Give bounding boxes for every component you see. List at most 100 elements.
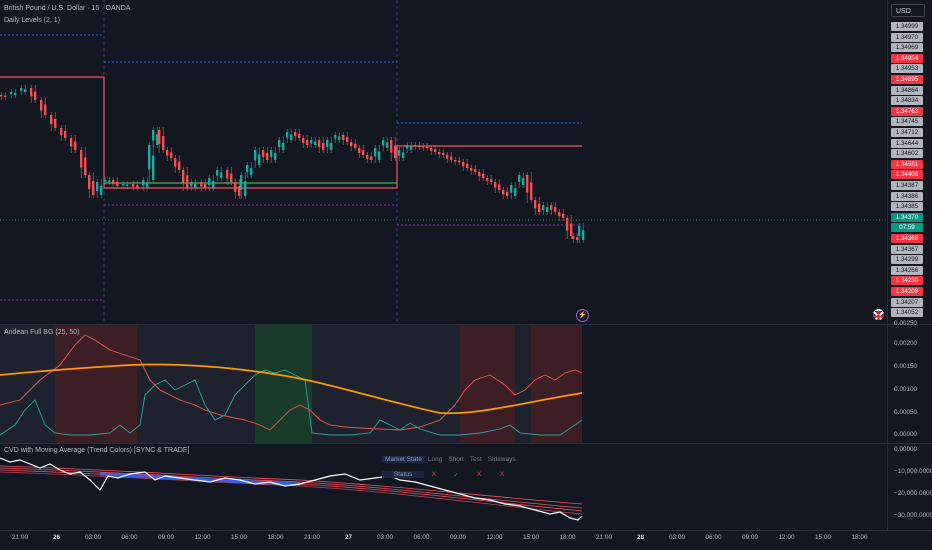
- candle-body: [462, 162, 465, 167]
- candle-body: [212, 181, 215, 188]
- candle-body: [40, 100, 43, 111]
- candle-body: [394, 145, 397, 158]
- lightning-icon[interactable]: ⚡: [576, 309, 589, 322]
- candle-body: [88, 175, 91, 189]
- price-chart-svg[interactable]: [0, 0, 887, 530]
- price-label: 1.34266: [891, 265, 923, 275]
- candle-body: [530, 182, 533, 200]
- time-label: 06:00: [705, 534, 722, 541]
- candle-body: [474, 169, 477, 172]
- cvd-svg: [0, 457, 583, 521]
- candle-body: [170, 152, 173, 158]
- time-label: 12:00: [486, 534, 503, 541]
- time-label: 09:00: [450, 534, 466, 541]
- andean-legend[interactable]: Andean Full BG (25, 50): [4, 329, 80, 336]
- candle-body: [402, 152, 405, 158]
- candle-body: [398, 150, 401, 156]
- price-label: 1.34207: [891, 297, 923, 307]
- price-label: 1.34368: [891, 234, 923, 243]
- price-axis[interactable]: [887, 0, 932, 530]
- time-label: 21:00: [596, 534, 612, 541]
- candle-body: [262, 150, 265, 157]
- candle-body: [64, 131, 67, 138]
- pane-divider[interactable]: [0, 324, 932, 325]
- daily-levels-legend[interactable]: Daily Levels (2, 1): [4, 17, 61, 24]
- candle-body: [190, 182, 193, 187]
- candle-body: [298, 133, 301, 138]
- cvd-legend[interactable]: CVD with Moving Average (Trend Colors) […: [4, 447, 190, 454]
- candle-body: [220, 172, 223, 178]
- candle-body: [234, 182, 237, 192]
- cvd-pane[interactable]: [0, 444, 887, 523]
- candle-body: [572, 236, 575, 239]
- status-sideways: X: [499, 471, 505, 478]
- candle-body: [430, 148, 433, 151]
- candle-body: [80, 150, 83, 168]
- candle-body: [322, 143, 325, 150]
- candle-body: [318, 140, 321, 147]
- time-label: 12:00: [778, 534, 795, 541]
- price-label: 07:59: [891, 223, 923, 233]
- currency-button[interactable]: USD: [891, 4, 925, 17]
- candle-body: [146, 182, 149, 188]
- candle-body: [70, 138, 73, 147]
- pane-divider[interactable]: [0, 443, 932, 444]
- candle-body: [100, 185, 103, 195]
- candle-body: [166, 150, 169, 156]
- candle-body: [14, 92, 17, 95]
- candle-body: [178, 161, 181, 170]
- andean-axis-4: 0.00050: [894, 409, 918, 416]
- time-label: 03:00: [669, 534, 685, 541]
- price-label: 1.34644: [891, 138, 923, 148]
- candle-body: [306, 140, 309, 145]
- candle-body: [54, 118, 57, 128]
- price-chart-pane[interactable]: [0, 0, 887, 530]
- uk-flag-icon[interactable]: [873, 309, 884, 320]
- candle-body: [334, 135, 337, 139]
- candle-body: [290, 134, 293, 140]
- candle-body: [132, 184, 135, 187]
- candle-body: [10, 92, 13, 95]
- header-short: Short: [448, 456, 464, 463]
- candle-body: [278, 140, 281, 147]
- candle-body: [362, 150, 365, 155]
- candle-body: [108, 180, 111, 183]
- candle-body: [470, 168, 473, 171]
- candle-body: [576, 237, 579, 240]
- price-label: 1.34763: [891, 106, 923, 116]
- andean-axis-1: 0.00200: [894, 340, 918, 347]
- price-label: 1.34581: [891, 159, 923, 169]
- candle-body: [254, 150, 257, 161]
- cvd-axis-3: −30,000.00000: [894, 512, 932, 519]
- cvd-axis-1: −10,000.00000: [894, 468, 932, 475]
- candle-body: [20, 88, 23, 91]
- candle-body: [104, 180, 107, 182]
- candle-body: [450, 156, 453, 160]
- candle-body: [478, 172, 481, 177]
- candle-body: [314, 141, 317, 145]
- candle-body: [446, 155, 449, 159]
- candle-body: [534, 200, 537, 209]
- time-label: 09:00: [158, 534, 174, 541]
- candle-body: [330, 143, 333, 150]
- candle-body: [122, 184, 125, 186]
- candle-body: [96, 182, 99, 192]
- andean-oscillator-pane[interactable]: [0, 325, 887, 443]
- candle-body: [422, 146, 425, 148]
- time-label: 03:00: [85, 534, 101, 541]
- candle-body: [538, 203, 541, 212]
- market-status-table: Market State Long Short Test Sideways St…: [382, 452, 519, 482]
- status-test: X: [476, 471, 482, 478]
- candle-body: [208, 178, 211, 185]
- candle-body: [570, 223, 573, 236]
- candle-body: [482, 173, 485, 178]
- candle-body: [310, 140, 313, 144]
- candle-body: [518, 175, 521, 182]
- candle-body: [562, 213, 565, 218]
- candle-body: [4, 95, 7, 98]
- candle-body: [486, 178, 489, 181]
- status-label: Status: [382, 471, 424, 478]
- price-label: 1.34999: [891, 22, 923, 31]
- price-label: 1.34370: [891, 212, 923, 222]
- time-label: 21:00: [12, 534, 28, 541]
